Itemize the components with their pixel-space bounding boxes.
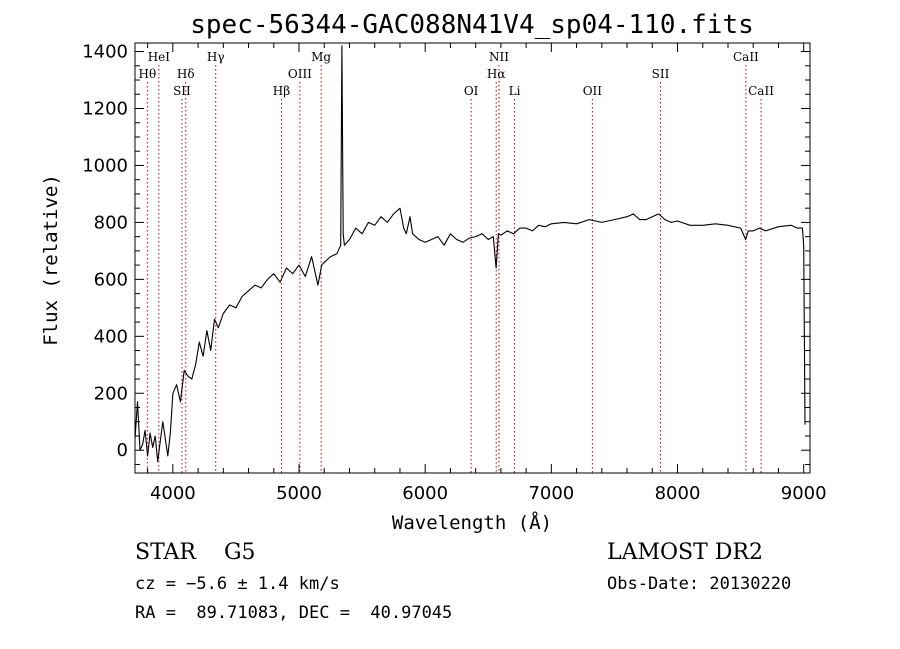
line-marker-label: Mg bbox=[311, 50, 331, 64]
y-tick-label: 800 bbox=[94, 212, 128, 233]
x-tick-label: 8000 bbox=[655, 483, 701, 504]
y-tick-label: 1400 bbox=[82, 42, 128, 63]
x-tick-label: 6000 bbox=[402, 483, 448, 504]
x-tick-label: 5000 bbox=[276, 483, 322, 504]
line-marker-label: OII bbox=[583, 84, 603, 98]
line-marker-label: Hδ bbox=[177, 67, 195, 81]
line-marker-label: NII bbox=[489, 50, 509, 64]
line-marker-label: SII bbox=[652, 67, 670, 81]
object-class: STAR G5 bbox=[135, 540, 256, 565]
x-tick-label: 7000 bbox=[528, 483, 574, 504]
line-marker-label: Hα bbox=[487, 67, 506, 81]
line-marker-label: OI bbox=[464, 84, 479, 98]
x-axis-label: Wavelength (Å) bbox=[392, 511, 552, 534]
y-axis-label: Flux (relative) bbox=[40, 174, 62, 346]
line-marker-label: OIII bbox=[288, 67, 312, 81]
spectrum-series bbox=[134, 45, 806, 463]
plot-axes: 4000 5000 6000 7000 8000 9000 0 200 400 600 800 100… bbox=[82, 42, 826, 504]
plot-frame bbox=[134, 42, 811, 474]
line-marker-label: CaII bbox=[748, 84, 774, 98]
line-marker-label: SII bbox=[173, 84, 191, 98]
line-marker-label: Hγ bbox=[207, 50, 225, 64]
y-tick-label: 400 bbox=[94, 326, 128, 347]
y-tick-label: 600 bbox=[94, 269, 128, 290]
x-tick-label: 9000 bbox=[781, 483, 827, 504]
redshift-readout: cz = −5.6 ± 1.4 km/s bbox=[135, 574, 340, 594]
emission-line-markers: HeI Hθ Hδ SII Hγ Hβ OIII Mg NII Hα OI Li OII SII CaII C… bbox=[139, 50, 774, 473]
spectrum-line bbox=[134, 45, 806, 463]
line-marker-label: HeI bbox=[148, 50, 171, 64]
y-tick-label: 200 bbox=[94, 383, 128, 404]
observation-date: Obs-Date: 20130220 bbox=[607, 574, 792, 594]
line-marker-label: CaII bbox=[733, 50, 759, 64]
y-tick-label: 0 bbox=[117, 440, 128, 461]
chart-title: spec-56344-GAC088N41V4_sp04-110.fits bbox=[190, 10, 754, 40]
line-marker-label: Li bbox=[509, 84, 521, 98]
survey-name: LAMOST DR2 bbox=[607, 540, 763, 565]
line-marker-label: Hθ bbox=[139, 67, 157, 81]
y-tick-label: 1000 bbox=[82, 155, 128, 176]
y-tick-label: 1200 bbox=[82, 98, 128, 119]
ra-dec-readout: RA = 89.71083, DEC = 40.97045 bbox=[135, 603, 453, 623]
line-marker-label: Hβ bbox=[273, 84, 290, 98]
x-tick-label: 4000 bbox=[150, 483, 196, 504]
